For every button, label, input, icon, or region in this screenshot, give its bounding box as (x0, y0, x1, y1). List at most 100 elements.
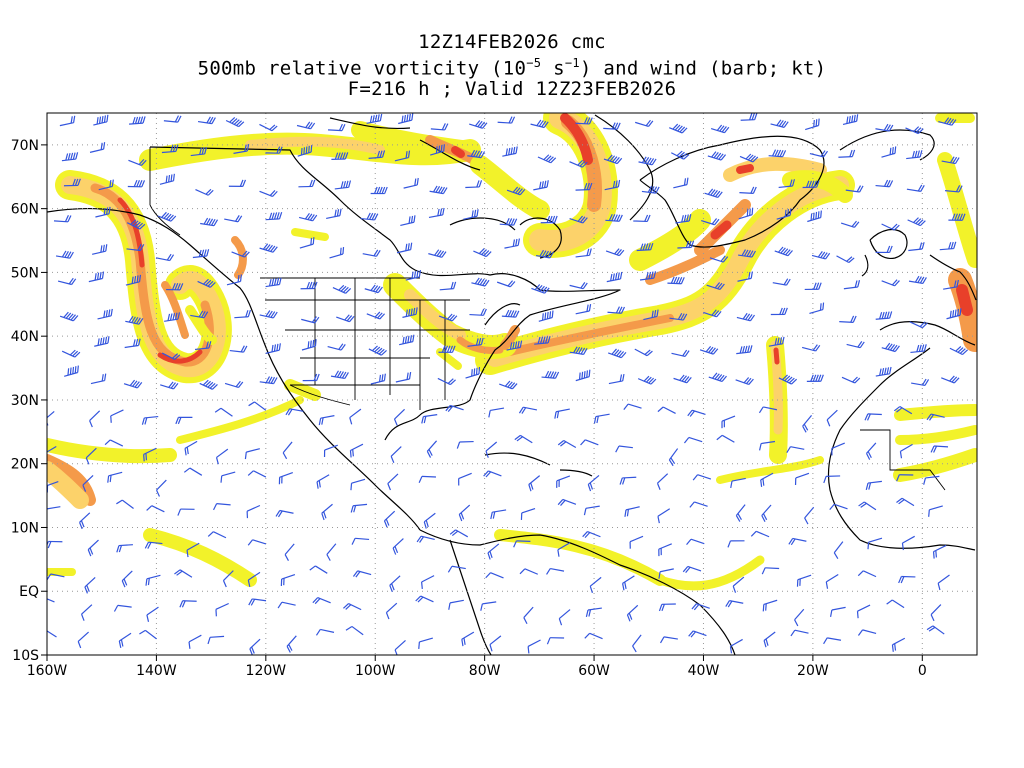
wind-barb (898, 575, 916, 584)
wind-barb (770, 307, 788, 316)
wind-barb (750, 530, 770, 538)
wind-barb (92, 244, 108, 255)
wind-barb (199, 379, 218, 390)
wind-barb (456, 440, 474, 449)
wind-barb (604, 179, 621, 191)
wind-barb (735, 504, 746, 522)
wind-barb (259, 376, 278, 385)
wind-barb (284, 543, 295, 561)
wind-barb (519, 568, 539, 575)
wind-barb (805, 118, 820, 131)
wind-barb (673, 177, 689, 189)
wind-barb (833, 541, 844, 560)
wind-barb (949, 345, 969, 356)
wind-barb (59, 115, 76, 127)
wind-barb (809, 302, 825, 315)
field-title-suffix: ) and wind (barb; kt) (579, 57, 827, 80)
wind-barb (739, 153, 759, 163)
wind-barb (608, 373, 625, 385)
wind-barb (930, 604, 942, 622)
wind-barb (248, 401, 267, 411)
wind-barb (90, 373, 107, 385)
wind-barb (127, 179, 146, 188)
wind-barb (840, 220, 860, 228)
wind-barb (638, 156, 657, 166)
wind-barb (513, 540, 531, 548)
wind-barb (786, 446, 805, 453)
wind-barb (248, 598, 267, 606)
wind-barb (368, 345, 387, 356)
wind-barb (389, 575, 401, 593)
wind-barb (841, 376, 861, 384)
wind-barb (730, 477, 746, 489)
wind-barb (458, 472, 472, 486)
lon-tick-label: 140W (136, 663, 177, 679)
wind-barb (383, 510, 396, 528)
wind-barb (668, 448, 679, 467)
wind-barb (575, 369, 591, 382)
wind-barb (580, 439, 599, 446)
hudson-bay (519, 217, 562, 259)
wind-barb (621, 575, 635, 591)
wind-barb (732, 576, 745, 593)
us-mexico-border (289, 384, 351, 406)
wind-barb (437, 377, 456, 386)
wind-barb (527, 639, 541, 654)
wind-barb (428, 207, 445, 219)
wind-barb (683, 436, 703, 444)
wind-barb (615, 445, 633, 453)
vorticity-shading (47, 113, 977, 591)
wind-barb (739, 186, 757, 194)
wind-barb (497, 116, 516, 124)
atlantic-jet-band (475, 156, 855, 375)
wind-barb (438, 313, 458, 322)
wind-barb (461, 631, 475, 647)
wind-barb (673, 374, 692, 384)
wind-barb (323, 444, 338, 458)
wind-barb (480, 601, 497, 611)
wind-barb (465, 366, 481, 379)
wind-barb (207, 531, 227, 539)
wind-barb (188, 634, 202, 649)
wind-barb (483, 470, 502, 478)
wind-barb (229, 345, 248, 353)
wind-barb (788, 537, 807, 546)
wind-barb (761, 504, 772, 522)
wind-barb (677, 240, 695, 249)
wind-barb (393, 408, 405, 426)
lat-tick-label: 40N (11, 329, 39, 345)
wind-barb (166, 282, 184, 291)
wind-barb (439, 281, 457, 291)
wind-barb (608, 348, 627, 359)
wind-barb (298, 179, 316, 188)
wind-barb (124, 338, 141, 349)
wind-barb (944, 185, 963, 193)
wind-barb (829, 606, 846, 617)
wind-barb (629, 535, 644, 549)
wind-barb (669, 123, 688, 134)
wind-barb (657, 406, 676, 414)
wind-barb (416, 535, 435, 543)
africa-west-coast (827, 347, 976, 551)
lon-tick-label: 0 (918, 663, 927, 679)
alaska-panhandle (149, 204, 181, 236)
wind-barb (330, 370, 349, 380)
wind-barb (214, 407, 233, 417)
wind-barb (207, 635, 225, 645)
wind-barb (301, 316, 320, 324)
wind-barb (265, 212, 283, 221)
wind-barb (226, 274, 243, 286)
wind-barb (430, 144, 445, 156)
wind-barb (575, 248, 592, 258)
wind-barb (301, 339, 317, 351)
wind-barb (589, 576, 602, 594)
wind-barb (703, 309, 722, 318)
wind-barb (838, 149, 856, 158)
map-title-block: 12Z14FEB2026 cmc 500mb relative vorticit… (0, 32, 1024, 100)
wind-barb (736, 345, 753, 355)
wind-barb (790, 629, 809, 637)
wind-barb (121, 570, 133, 588)
wind-barb (350, 503, 368, 513)
wind-barb (875, 245, 893, 254)
wind-barb (499, 218, 518, 226)
